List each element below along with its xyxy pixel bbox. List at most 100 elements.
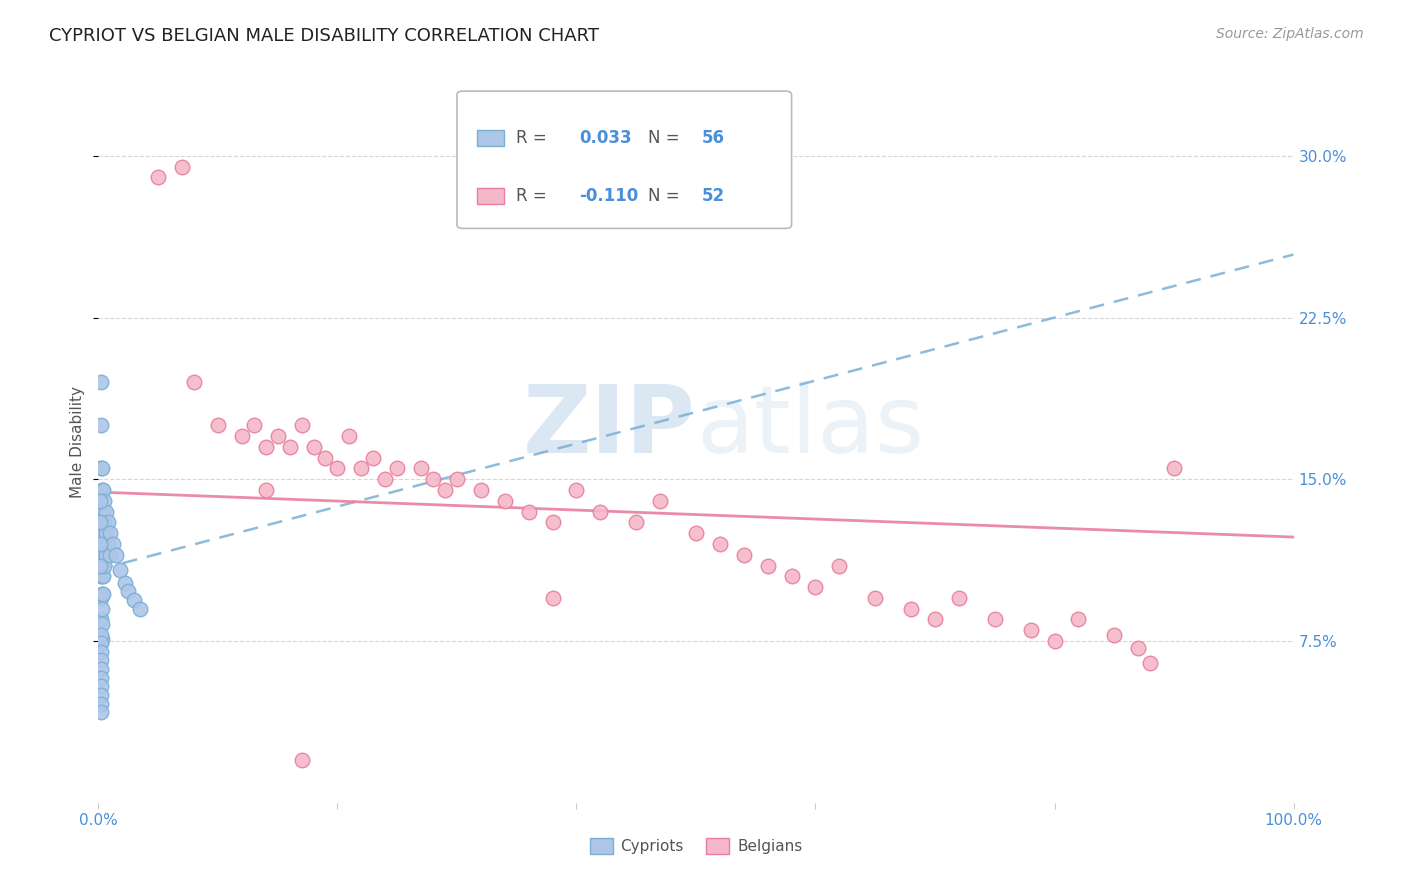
Point: [900, 601, 922, 615]
Text: CYPRIOT VS BELGIAN MALE DISABILITY CORRELATION CHART: CYPRIOT VS BELGIAN MALE DISABILITY CORRE…: [49, 27, 599, 45]
Text: 0.033: 0.033: [579, 128, 631, 146]
Point: [91, 586, 114, 600]
Point: [517, 505, 540, 519]
Point: [243, 418, 266, 433]
Point: [565, 483, 588, 497]
Point: [90, 505, 112, 519]
Text: ZIP: ZIP: [523, 381, 696, 473]
Point: [91, 616, 114, 631]
Point: [91, 483, 114, 497]
Point: [291, 418, 314, 433]
Y-axis label: Male Disability: Male Disability: [70, 385, 86, 498]
Point: [363, 450, 385, 465]
Point: [97, 516, 120, 530]
Point: [756, 558, 779, 573]
Point: [91, 505, 114, 519]
Point: [254, 483, 277, 497]
Point: [90, 671, 112, 685]
Point: [434, 483, 457, 497]
Point: [626, 516, 648, 530]
Point: [90, 645, 112, 659]
Text: 56: 56: [702, 128, 725, 146]
Point: [685, 526, 707, 541]
Point: [733, 548, 755, 562]
Point: [315, 450, 337, 465]
Text: N =: N =: [648, 128, 685, 146]
Point: [93, 493, 115, 508]
Point: [98, 548, 122, 562]
FancyBboxPatch shape: [457, 91, 792, 228]
Point: [91, 483, 114, 497]
Point: [97, 537, 120, 551]
Point: [91, 526, 114, 541]
Point: [804, 580, 827, 594]
Point: [90, 688, 112, 702]
Point: [124, 593, 146, 607]
Point: [1019, 624, 1042, 638]
Point: [101, 537, 124, 551]
Point: [541, 516, 564, 530]
Point: [183, 376, 205, 390]
Point: [422, 472, 444, 486]
Point: [470, 483, 492, 497]
Point: [94, 505, 117, 519]
Point: [1128, 640, 1150, 655]
Point: [90, 662, 112, 676]
Point: [89, 493, 111, 508]
Point: [93, 516, 115, 530]
Point: [114, 575, 136, 590]
Point: [90, 636, 112, 650]
Point: [91, 461, 114, 475]
Point: [98, 526, 122, 541]
Point: [1163, 461, 1185, 475]
Point: [207, 418, 229, 433]
Point: [374, 472, 396, 486]
Point: [1067, 612, 1090, 626]
Point: [291, 753, 314, 767]
Point: [494, 493, 516, 508]
Legend: Cypriots, Belgians: Cypriots, Belgians: [583, 832, 808, 860]
Text: R =: R =: [516, 187, 551, 205]
Text: Source: ZipAtlas.com: Source: ZipAtlas.com: [1216, 27, 1364, 41]
Point: [117, 584, 139, 599]
Point: [91, 548, 114, 562]
Point: [231, 429, 253, 443]
Point: [105, 548, 128, 562]
Point: [91, 569, 114, 583]
Text: -0.110: -0.110: [579, 187, 638, 205]
Bar: [477, 129, 503, 145]
Point: [648, 493, 672, 508]
Point: [780, 569, 803, 583]
Point: [1104, 627, 1126, 641]
Point: [91, 601, 114, 615]
Point: [91, 586, 114, 600]
Point: [865, 591, 887, 605]
Point: [90, 541, 112, 556]
Point: [1043, 634, 1066, 648]
Point: [91, 632, 114, 646]
Text: N =: N =: [648, 187, 685, 205]
Point: [90, 569, 112, 583]
Point: [91, 548, 114, 562]
Point: [90, 705, 112, 719]
Point: [326, 461, 349, 475]
Point: [411, 461, 433, 475]
Point: [89, 558, 111, 573]
Point: [90, 591, 112, 605]
Point: [94, 526, 117, 541]
Bar: [477, 188, 503, 204]
Point: [267, 429, 290, 443]
Point: [90, 612, 112, 626]
Point: [129, 601, 152, 615]
Point: [93, 537, 115, 551]
Text: atlas: atlas: [696, 381, 924, 473]
Point: [90, 461, 112, 475]
Point: [90, 697, 112, 711]
Point: [94, 548, 117, 562]
Point: [91, 569, 114, 583]
Point: [89, 537, 111, 551]
Point: [948, 591, 970, 605]
Point: [91, 526, 114, 541]
Point: [385, 461, 409, 475]
Text: 52: 52: [702, 187, 725, 205]
